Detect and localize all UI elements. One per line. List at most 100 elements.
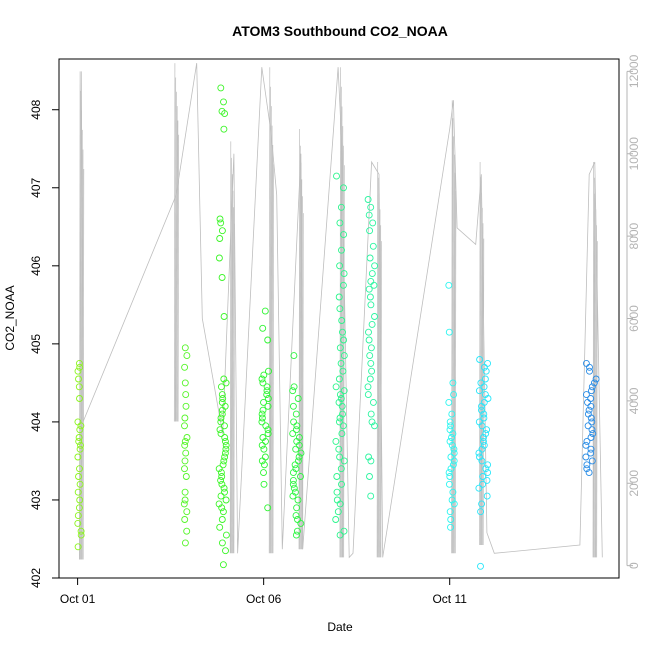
altitude-burst-4 — [300, 179, 303, 550]
data-point — [450, 391, 458, 399]
data-point — [588, 418, 596, 426]
data-point — [480, 414, 488, 422]
data-point — [264, 402, 272, 410]
data-point — [448, 496, 456, 504]
altitude-burst-2 — [232, 207, 235, 554]
y2-tick-label: 6000 — [627, 305, 641, 332]
data-point — [367, 203, 375, 211]
data-point — [75, 383, 83, 391]
data-point — [336, 305, 344, 313]
data-point — [484, 461, 492, 469]
data-point — [366, 375, 374, 383]
data-point — [293, 504, 301, 512]
data-point — [448, 410, 456, 418]
data-point — [180, 500, 188, 508]
data-point — [260, 480, 268, 488]
altitude-burst-1 — [176, 106, 178, 422]
x-tick-label: Oct 01 — [60, 592, 96, 606]
altitude-burst-6 — [379, 209, 381, 558]
altitude-burst-6 — [380, 241, 382, 558]
data-point — [587, 395, 595, 402]
data-point — [263, 387, 271, 395]
data-point — [181, 422, 188, 430]
x-axis-label: Date — [327, 620, 353, 634]
data-point — [367, 301, 375, 309]
chart-title: ATOM3 Southbound CO2_NOAA — [232, 23, 448, 39]
data-point — [264, 395, 272, 402]
altitude-burst-8 — [479, 177, 482, 546]
data-point — [333, 488, 341, 496]
data-point — [258, 375, 266, 383]
altitude-burst-9 — [596, 241, 598, 558]
altitude-burst-1 — [174, 77, 177, 422]
data-point — [369, 242, 377, 250]
data-point — [340, 387, 348, 395]
data-point — [289, 476, 297, 484]
data-point — [589, 430, 597, 438]
data-point — [218, 504, 226, 512]
x-axis: Oct 01 Oct 06 Oct 11 — [60, 578, 467, 606]
data-point — [293, 527, 301, 535]
data-point — [292, 410, 300, 418]
data-point — [332, 437, 340, 445]
data-point — [337, 465, 345, 473]
data-point — [216, 215, 224, 223]
data-point — [221, 437, 229, 445]
data-point — [222, 547, 229, 555]
data-point — [75, 504, 83, 512]
data-point — [592, 375, 600, 383]
altitude-burst-8 — [479, 161, 481, 546]
data-point — [446, 418, 454, 426]
data-point — [586, 367, 593, 375]
data-point — [590, 379, 598, 387]
altitude-burst-9 — [592, 161, 594, 558]
data-point — [339, 281, 347, 289]
data-point — [181, 488, 189, 496]
data-point — [586, 363, 593, 371]
data-point — [366, 227, 374, 235]
data-point — [480, 363, 488, 371]
data-point — [222, 379, 230, 387]
data-point — [291, 461, 299, 469]
data-point — [479, 480, 487, 488]
data-point — [290, 418, 298, 426]
data-point — [262, 422, 270, 430]
data-point — [339, 367, 347, 375]
altitude-burst-0 — [82, 149, 84, 560]
data-point — [181, 496, 189, 504]
data-point — [216, 523, 224, 531]
data-point — [445, 469, 453, 477]
data-point — [477, 508, 485, 516]
data-point — [258, 418, 266, 426]
data-point — [77, 422, 85, 430]
data-point — [183, 527, 191, 535]
data-point — [260, 469, 267, 477]
data-point — [448, 434, 455, 441]
y-axis: 402 403 404 405 406 407 408 — [29, 99, 59, 588]
y-tick-label: 403 — [29, 490, 43, 510]
data-point — [221, 449, 229, 457]
data-point — [365, 336, 373, 344]
data-point — [292, 426, 300, 434]
data-point — [290, 484, 298, 492]
data-point — [261, 453, 269, 461]
data-point — [482, 465, 490, 473]
data-point — [449, 461, 457, 469]
altitude-burst-9 — [594, 193, 596, 558]
altitude-burst-5 — [340, 86, 342, 558]
data-point — [367, 359, 375, 367]
data-point — [476, 356, 484, 363]
altitude-burst-5 — [342, 145, 344, 558]
data-point — [478, 500, 486, 508]
data-point — [77, 527, 85, 535]
altitude-burst-0 — [80, 110, 82, 560]
data-point — [259, 406, 267, 414]
data-point — [338, 402, 346, 410]
data-point — [479, 473, 487, 480]
data-point — [340, 270, 348, 278]
co2-points — [74, 84, 600, 570]
data-point — [480, 410, 488, 418]
data-point — [338, 246, 345, 254]
altitude-burst-3 — [271, 125, 273, 554]
